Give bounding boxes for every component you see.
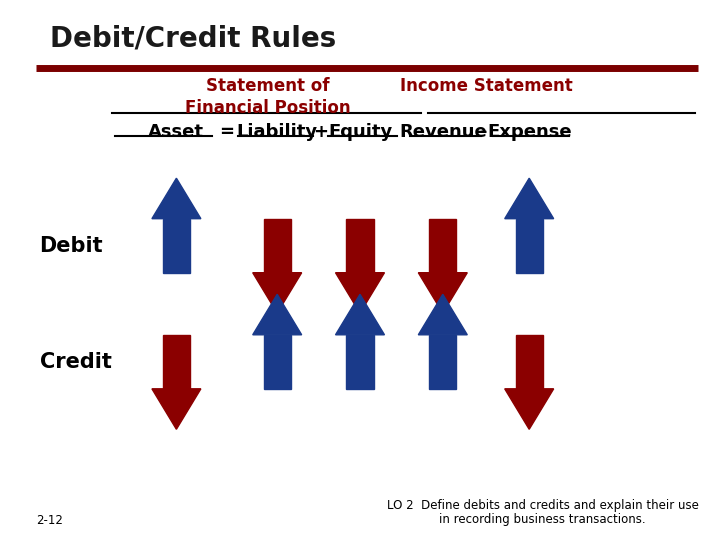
Text: Expense: Expense — [487, 123, 572, 141]
Polygon shape — [253, 294, 302, 335]
Text: Credit: Credit — [40, 352, 112, 372]
Polygon shape — [418, 273, 467, 313]
Text: Equity: Equity — [328, 123, 392, 141]
Text: Liability: Liability — [237, 123, 318, 141]
Polygon shape — [253, 273, 302, 313]
Polygon shape — [336, 273, 384, 313]
Text: =: = — [220, 123, 234, 141]
Bar — [429, 219, 456, 273]
Bar — [516, 335, 543, 389]
Text: Debit: Debit — [40, 235, 103, 256]
Bar — [264, 219, 291, 273]
Bar — [429, 335, 456, 389]
Polygon shape — [418, 294, 467, 335]
Polygon shape — [152, 178, 201, 219]
Bar — [346, 219, 374, 273]
Text: LO 2  Define debits and credits and explain their use
in recording business tran: LO 2 Define debits and credits and expla… — [387, 498, 698, 526]
Bar — [163, 219, 190, 273]
Text: Debit/Credit Rules: Debit/Credit Rules — [50, 24, 337, 52]
Text: +: + — [313, 123, 328, 141]
Polygon shape — [505, 389, 554, 429]
Text: Asset: Asset — [148, 123, 204, 141]
Text: Revenue: Revenue — [399, 123, 487, 141]
Polygon shape — [152, 389, 201, 429]
Text: Statement of
Financial Position: Statement of Financial Position — [185, 77, 351, 117]
Text: -: - — [480, 123, 487, 141]
Polygon shape — [505, 178, 554, 219]
Text: 2-12: 2-12 — [36, 514, 63, 526]
Bar — [264, 335, 291, 389]
Bar — [516, 219, 543, 273]
Text: Income Statement: Income Statement — [400, 77, 572, 94]
Polygon shape — [336, 294, 384, 335]
Bar — [163, 335, 190, 389]
Bar — [346, 335, 374, 389]
